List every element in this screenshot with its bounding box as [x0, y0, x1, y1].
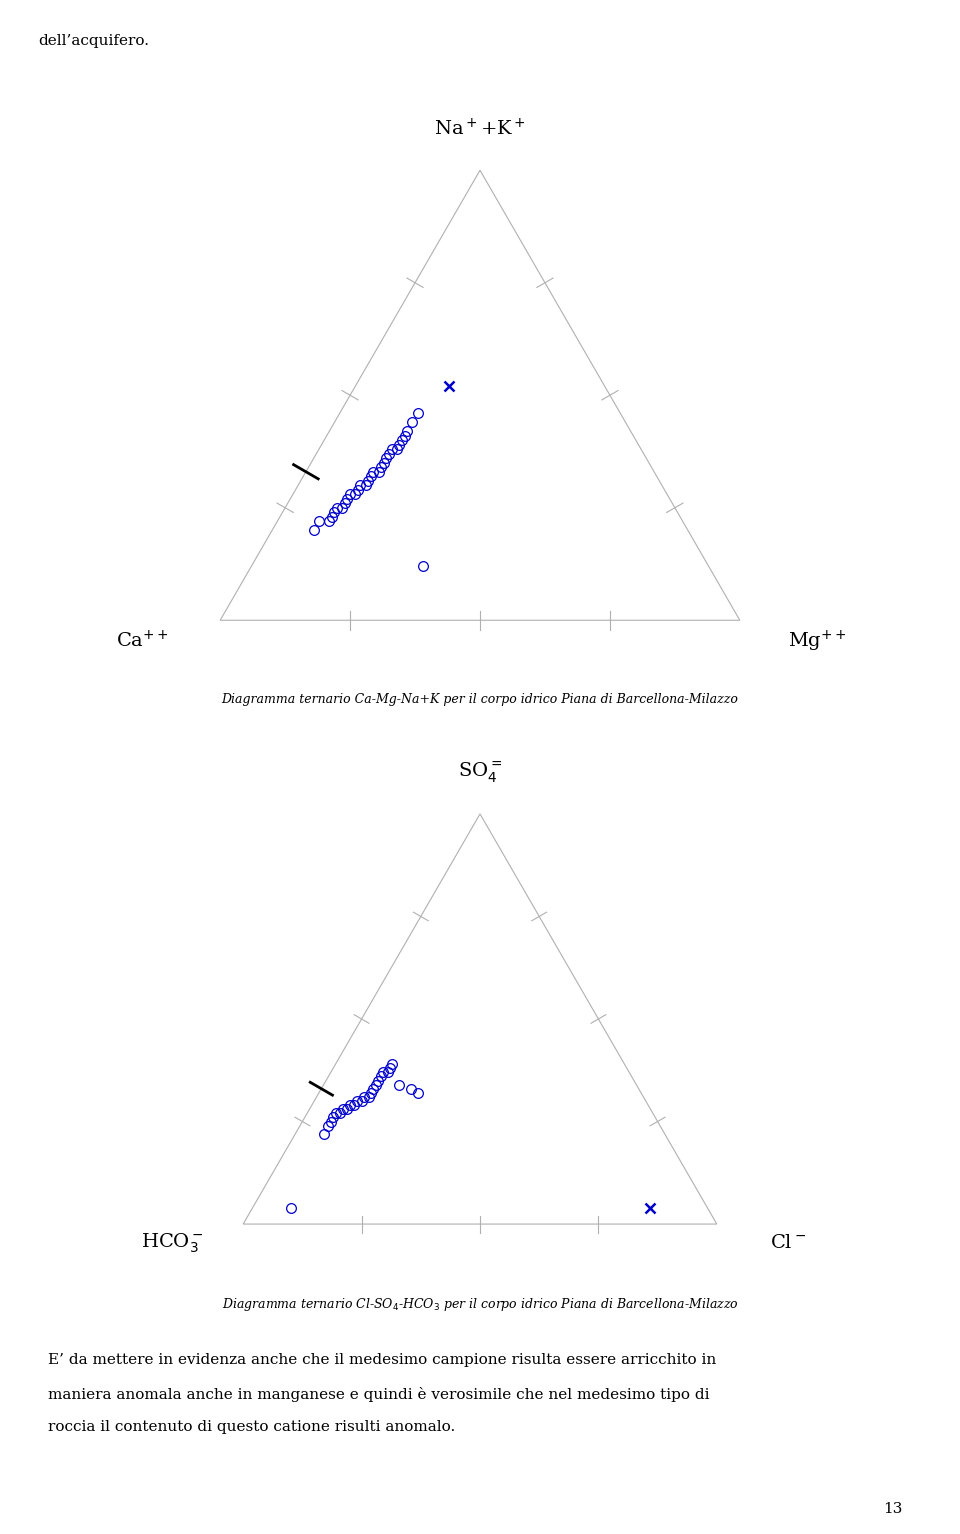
Text: dell’acquifero.: dell’acquifero. — [38, 34, 150, 48]
Text: roccia il contenuto di questo catione risulti anomalo.: roccia il contenuto di questo catione ri… — [48, 1420, 455, 1434]
Text: Diagramma ternario Ca-Mg-Na+K per il corpo idrico Piana di Barcellona-Milazzo: Diagramma ternario Ca-Mg-Na+K per il cor… — [222, 693, 738, 706]
Text: Na$^+$+K$^+$: Na$^+$+K$^+$ — [434, 118, 526, 140]
Text: E’ da mettere in evidenza anche che il medesimo campione risulta essere arricchi: E’ da mettere in evidenza anche che il m… — [48, 1353, 716, 1367]
Text: Cl$^-$: Cl$^-$ — [770, 1233, 805, 1252]
Text: HCO$_3^-$: HCO$_3^-$ — [141, 1232, 204, 1255]
Text: Mg$^{++}$: Mg$^{++}$ — [788, 629, 847, 653]
Text: maniera anomala anche in manganese e quindi è verosimile che nel medesimo tipo d: maniera anomala anche in manganese e qui… — [48, 1387, 709, 1402]
Text: 13: 13 — [883, 1502, 902, 1516]
Text: Diagramma ternario Cl-SO$_4$-HCO$_3$ per il corpo idrico Piana di Barcellona-Mil: Diagramma ternario Cl-SO$_4$-HCO$_3$ per… — [222, 1296, 738, 1313]
Text: Ca$^{++}$: Ca$^{++}$ — [116, 630, 169, 652]
Text: SO$_4^=$: SO$_4^=$ — [458, 761, 502, 785]
